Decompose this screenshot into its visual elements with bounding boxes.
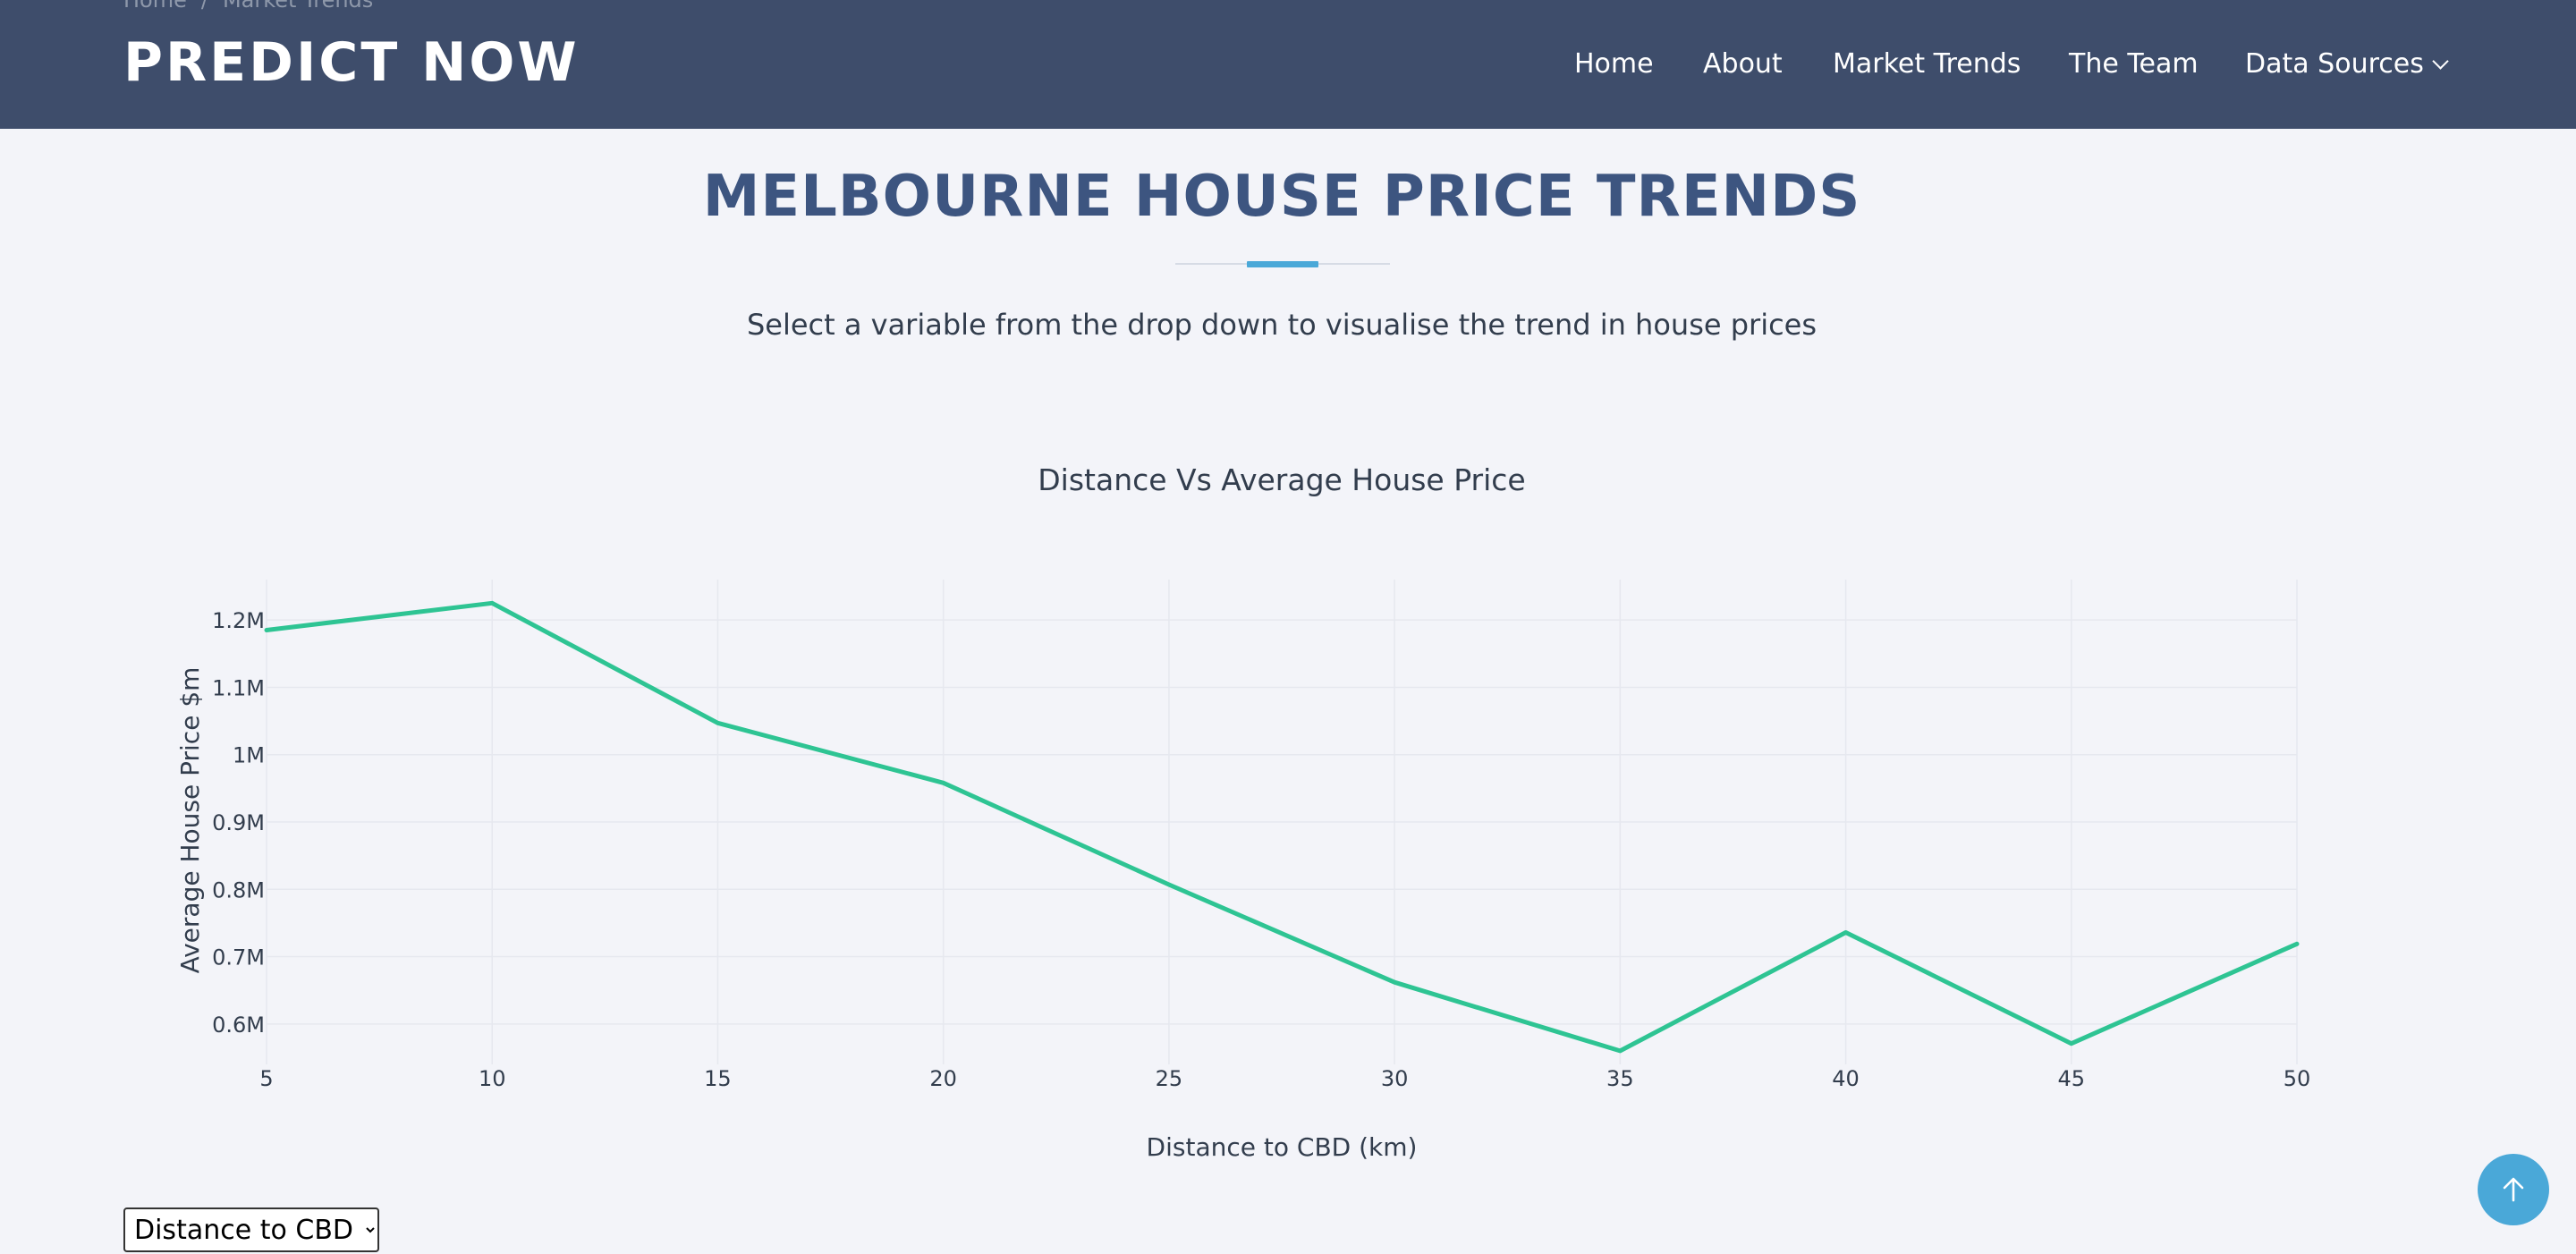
x-tick-label: 45 [2058,1066,2086,1091]
main-nav: Home About Market Trends The Team Data S… [0,45,2576,84]
title-divider-accent [1247,261,1318,267]
nav-about[interactable]: About [1703,48,1783,80]
breadcrumb: Home / Market Trends [123,0,373,13]
back-to-top-button[interactable] [2478,1154,2549,1225]
chart-y-axis-label: Average House Price $m [175,667,205,974]
x-tick-label: 15 [704,1066,732,1091]
chart-x-axis-label: Distance to CBD (km) [1147,1132,1418,1162]
x-tick-label: 5 [259,1066,273,1091]
data-point[interactable] [487,597,497,608]
x-tick-label: 20 [929,1066,957,1091]
variable-select[interactable]: Distance to CBD [123,1207,379,1252]
y-tick-label: 1.1M [212,675,265,700]
nav-market-trends[interactable]: Market Trends [1833,48,2021,80]
data-point[interactable] [2066,1038,2077,1049]
chart-line-layer[interactable] [261,597,2302,1056]
y-tick-label: 0.9M [212,810,265,835]
series-line[interactable] [264,600,2300,1054]
chart-grid [266,580,2298,1064]
data-point[interactable] [261,624,272,635]
data-point[interactable] [938,777,949,788]
y-tick-label: 0.6M [212,1013,265,1038]
nav-home[interactable]: Home [1574,48,1654,80]
y-tick-label: 1M [233,743,265,768]
y-tick-label: 0.8M [212,877,265,902]
price-trend-chart: 5 10 15 20 25 30 35 40 45 50 0.6M 0.7M 0.8M 0.9M 1M 1.1… [175,462,2310,1162]
breadcrumb-current: Market Trends [222,0,374,13]
y-tick-label: 0.7M [212,945,265,970]
site-header: Home / Market Trends PREDICT NOW Home Abou… [0,0,2576,129]
data-point[interactable] [1614,1046,1625,1056]
nav-data-sources-label: Data Sources [2245,48,2424,80]
data-point[interactable] [1164,879,1174,890]
x-tick-label: 30 [1381,1066,1409,1091]
breadcrumb-separator: / [200,0,208,13]
y-tick-label: 1.2M [212,608,265,633]
nav-data-sources[interactable]: Data Sources [2245,45,2449,84]
x-tick-label: 50 [2284,1066,2311,1091]
site-logo[interactable]: PREDICT NOW [123,31,580,94]
arrow-up-icon [2503,1177,2524,1202]
page-title: MELBOURNE HOUSE PRICE TRENDS [702,164,1861,230]
x-tick-label: 25 [1156,1066,1183,1091]
x-tick-label: 40 [1832,1066,1860,1091]
chart-title: Distance Vs Average House Price [1038,462,1525,497]
data-point[interactable] [712,717,723,728]
data-point[interactable] [1389,977,1400,987]
breadcrumb-home[interactable]: Home [123,0,187,13]
chart-ticks: 5 10 15 20 25 30 35 40 45 50 0.6M 0.7M 0.8M 0.9M 1M 1.1… [212,608,2310,1091]
data-point[interactable] [2292,938,2302,949]
x-tick-label: 35 [1606,1066,1634,1091]
page-subtitle: Select a variable from the drop down to … [746,308,1818,342]
nav-the-team[interactable]: The Team [2069,48,2199,80]
data-point[interactable] [1841,927,1852,937]
x-tick-label: 10 [479,1066,506,1091]
